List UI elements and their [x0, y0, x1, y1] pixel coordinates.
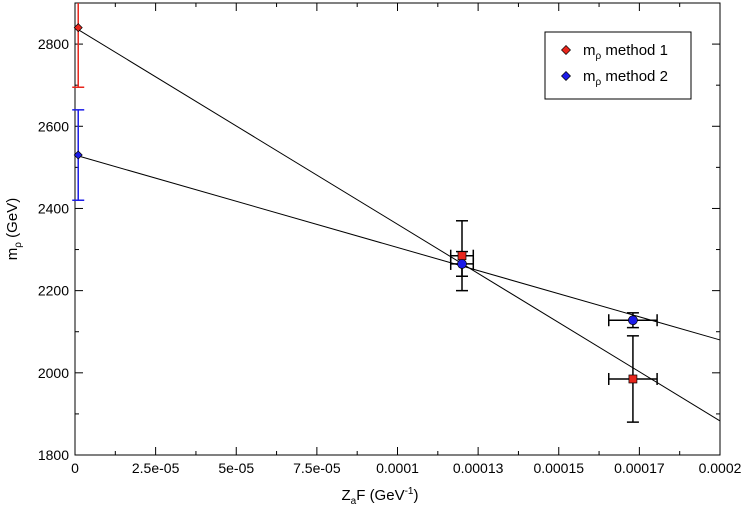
legend-label-method-1: mρ method 1 — [583, 42, 668, 62]
legend-marker-method-2 — [561, 71, 571, 81]
y-tick-label-0: 1800 — [38, 447, 69, 463]
fit-line-1 — [74, 27, 721, 422]
legend-box — [544, 31, 692, 100]
y-tick-label-1: 2000 — [38, 365, 69, 381]
y-tick-label-2: 2200 — [38, 283, 69, 299]
markers — [73, 23, 638, 384]
legend-marker-method-1 — [561, 45, 571, 55]
data-point-s2-p3 — [628, 315, 638, 326]
x-tick-label-5: 0.00013 — [453, 460, 504, 476]
fit-line-2 — [74, 154, 721, 341]
x-tick-label-4: 0.0001 — [376, 460, 419, 476]
y-tick-label-3: 2400 — [38, 200, 69, 216]
x-tick-label-1: 2.5e-05 — [132, 460, 180, 476]
y-axis-label-sub: ρ — [13, 242, 24, 248]
x-axis-label-main: Z — [342, 487, 351, 504]
x-axis-label-sup: -1 — [405, 486, 414, 497]
x-tick-label-6: 0.00015 — [533, 460, 584, 476]
x-tick-label-0: 0 — [71, 460, 79, 476]
x-tick-label-3: 7.5e-05 — [293, 460, 341, 476]
y-axis-label-after: (GeV) — [4, 198, 21, 242]
y-axis-label-main: m — [4, 248, 21, 261]
fit-lines — [74, 27, 721, 422]
x-axis-label-sub: a — [351, 496, 357, 507]
x-axis-label-after: F (GeV — [356, 487, 404, 504]
data-point-s1-p1 — [73, 23, 83, 33]
data-point-s2-p2 — [457, 259, 467, 269]
ticks: 0 2.5e-05 5e-05 7.5e-05 0.0001 0.00013 0.00015… — [38, 2, 742, 476]
data-point-s2-p1 — [73, 150, 83, 160]
data-point-s1-p3 — [628, 374, 638, 384]
x-axis-label-close: ) — [413, 487, 418, 504]
x-tick-label-8: 0.0002 — [699, 460, 742, 476]
y-tick-label-5: 2800 — [38, 36, 69, 52]
y-axis-label: mρ (GeV) — [4, 198, 24, 260]
x-axis-label: ZaF (GeV-1) — [342, 486, 419, 507]
legend: mρ method 1 mρ method 2 — [544, 31, 692, 100]
legend-label-method-2: mρ method 2 — [583, 68, 668, 88]
x-tick-label-7: 0.00017 — [614, 460, 665, 476]
y-tick-label-4: 2600 — [38, 118, 69, 134]
x-tick-label-2: 5e-05 — [218, 460, 254, 476]
data-point-s1-p2 — [457, 251, 467, 261]
